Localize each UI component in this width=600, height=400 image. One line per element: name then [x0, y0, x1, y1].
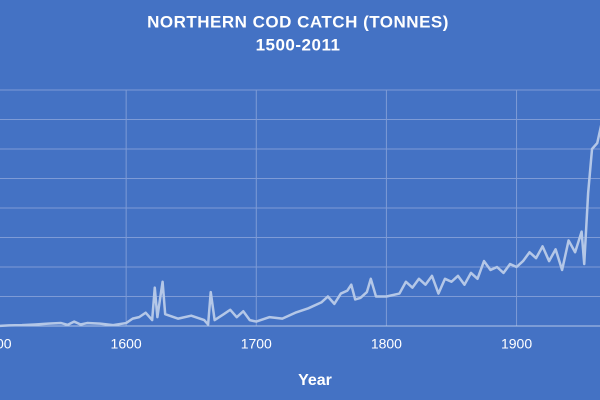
x-tick-label: 1500 — [0, 336, 12, 352]
data-line — [0, 124, 600, 328]
x-tick-label: 1600 — [111, 336, 142, 352]
x-tick-label: 1900 — [501, 336, 532, 352]
x-tick-label: 1700 — [241, 336, 272, 352]
x-axis-title: Year — [298, 372, 332, 389]
x-tick-label: 1800 — [371, 336, 402, 352]
chart-subtitle: 1500-2011 — [256, 35, 341, 54]
chart-title: NORTHERN COD CATCH (TONNES) — [147, 12, 449, 31]
